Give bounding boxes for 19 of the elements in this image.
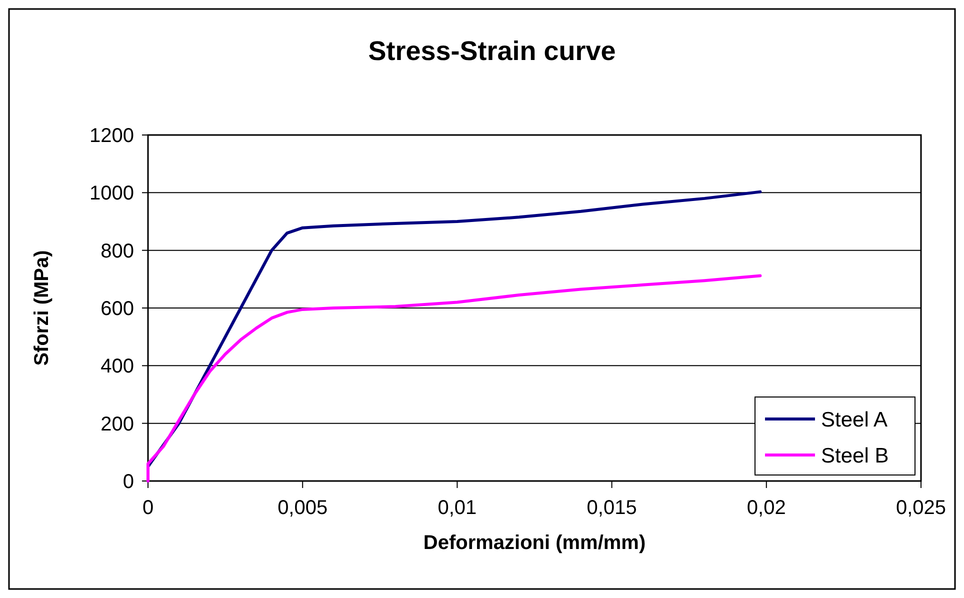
y-tick-label: 1000 (90, 182, 134, 205)
y-tick-label: 400 (100, 356, 134, 378)
legend-label: Steel A (821, 408, 888, 432)
y-tick-label: 1200 (90, 125, 134, 147)
y-tick-label: 800 (100, 240, 134, 262)
x-tick-label: 0,02 (746, 497, 786, 519)
x-axis-title: Deformazioni (mm/mm) (423, 532, 646, 554)
line-series (146, 274, 762, 482)
x-tick-label: 0,005 (278, 497, 328, 519)
x-tick-label: 0,015 (586, 497, 637, 519)
legend-label: Steel B (821, 444, 889, 468)
y-tick-label: 200 (100, 413, 134, 436)
x-tick-label: 0 (142, 497, 154, 519)
x-tick-label: 0,025 (896, 497, 946, 519)
x-tick-label: 0,01 (438, 497, 477, 519)
chart-title: Stress-Strain curve (368, 36, 616, 66)
y-tick-label: 600 (100, 298, 134, 320)
y-axis-title: Sforzi (MPa) (31, 250, 53, 366)
y-tick-label: 0 (122, 471, 134, 493)
